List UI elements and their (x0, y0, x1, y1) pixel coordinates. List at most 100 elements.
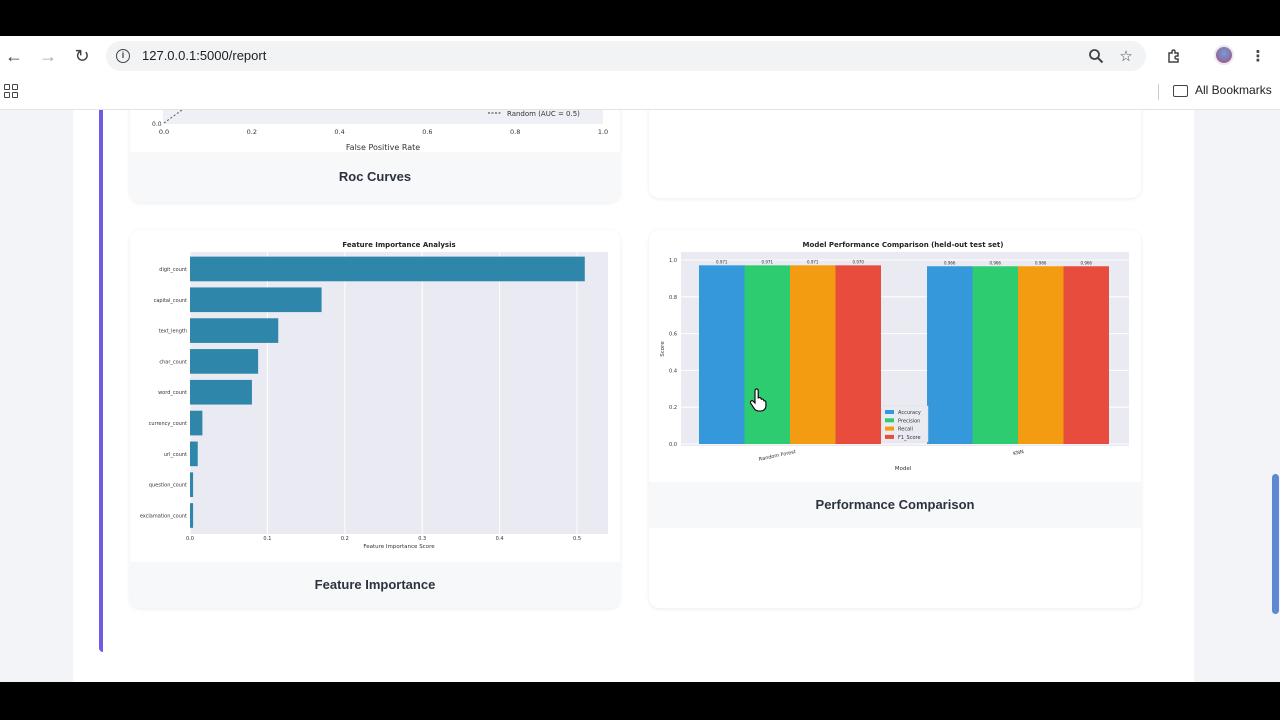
feature-importance-chart: Feature Importance Analysis digit_countc… (140, 241, 608, 550)
pc-legend-label: F1_Score (898, 435, 921, 441)
roc-xtick-label: 1.0 (598, 128, 608, 136)
folder-icon (1173, 85, 1188, 97)
fi-bar (190, 503, 194, 528)
fi-bar (190, 256, 585, 282)
browser-toolbar: ← → ↻ i 127.0.0.1:5000/report ☆ ⋮ All Bo… (0, 36, 1280, 110)
fi-bar (190, 441, 198, 467)
pc-legend: Accuracy Precision Recall F1_Score (881, 405, 929, 443)
scrollbar-thumb[interactable] (1272, 474, 1279, 614)
forward-icon[interactable]: → (39, 45, 57, 66)
fi-ytick-label: exclamation_count (140, 514, 187, 520)
fi-ytick-label: question_count (149, 483, 187, 489)
fi-bar (190, 472, 194, 498)
pc-ytick-label: 0.8 (669, 295, 677, 301)
performance-comparison-card: Model Performance Comparison (held-out t… (649, 230, 1141, 608)
performance-comparison-caption: Performance Comparison (649, 482, 1141, 528)
pc-xtick-label: KNN (1013, 449, 1025, 457)
pc-bar (1063, 266, 1109, 444)
pc-bar-value-label: 0.971 (762, 259, 774, 264)
page-scrollbar[interactable] (1270, 110, 1280, 682)
performance-chart: Model Performance Comparison (held-out t… (660, 241, 1129, 472)
fi-bar (190, 318, 279, 343)
fi-chart-title: Feature Importance Analysis (342, 241, 455, 249)
roc-xtick-label: 0.0 (159, 128, 169, 136)
pc-bar-value-label: 0.966 (1081, 260, 1093, 265)
pc-bar-value-label: 0.966 (944, 260, 956, 265)
star-icon[interactable]: ☆ (1119, 48, 1133, 65)
fi-ytick-label: char_count (159, 359, 187, 365)
pc-bar-value-label: 0.966 (990, 260, 1002, 265)
pc-ytick-label: 0.2 (669, 405, 677, 411)
roc-xtick-label: 0.2 (247, 128, 257, 136)
fi-bars (190, 256, 585, 528)
fi-ytick-label: currency_count (149, 421, 187, 427)
fi-bar (190, 287, 322, 313)
pc-legend-swatch (885, 434, 894, 439)
roc-chart: Random (AUC = 0.5) 0.0 0.0 0.2 0.4 0.6 0.8 1.… (152, 110, 608, 152)
fi-xtick-label: 0.0 (186, 536, 194, 542)
bookmarks-separator (1158, 84, 1159, 100)
pc-xtick-label: Random Forest (758, 449, 796, 463)
url-text[interactable]: 127.0.0.1:5000/report (142, 48, 267, 63)
fi-xtick-labels: 0.0 0.1 0.2 0.3 0.4 0.5 (186, 536, 581, 542)
roc-card-caption: Roc Curves (130, 152, 620, 202)
hand-cursor-icon (749, 388, 767, 412)
roc-xlabel: False Positive Rate (346, 143, 420, 152)
pc-bars: 0.971 0.971 0.971 0.970 0.966 0.966 0.966 0.966 (699, 259, 1109, 444)
feature-importance-caption: Feature Importance (130, 562, 620, 608)
pc-legend-swatch (885, 410, 894, 414)
screen-top-border (0, 0, 1280, 36)
screen-bottom-border (0, 682, 1280, 720)
pc-bar (699, 265, 745, 444)
address-bar[interactable]: i 127.0.0.1:5000/report (106, 41, 1146, 71)
menu-icon[interactable]: ⋮ (1250, 48, 1266, 65)
roc-curves-card: Random (AUC = 0.5) 0.0 0.0 0.2 0.4 0.6 0.8 1.… (130, 110, 620, 202)
pc-legend-swatch (885, 426, 894, 431)
site-info-icon[interactable]: i (116, 49, 130, 63)
extensions-icon[interactable] (1162, 44, 1186, 68)
reload-icon[interactable]: ↻ (74, 45, 90, 66)
pc-xlabel: Model (895, 466, 912, 472)
fi-bar (190, 379, 252, 405)
pc-bar-value-label: 0.971 (807, 259, 819, 264)
back-icon[interactable]: ← (5, 45, 23, 66)
pc-legend-label: Accuracy (898, 410, 921, 416)
pc-legend-label: Recall (898, 427, 913, 433)
page-viewport[interactable]: Random (AUC = 0.5) 0.0 0.0 0.2 0.4 0.6 0.8 1.… (0, 110, 1280, 682)
section-accent-border (99, 110, 103, 652)
all-bookmarks-link[interactable]: All Bookmarks (1195, 83, 1272, 97)
fi-ytick-label: word_count (158, 390, 187, 396)
fi-xtick-label: 0.5 (573, 536, 581, 542)
pc-legend-label: Precision (898, 418, 920, 424)
fi-ytick-label: digit_count (159, 267, 187, 273)
profile-avatar[interactable] (1214, 45, 1234, 65)
fi-bar (190, 410, 203, 436)
pc-ytick-label: 0.4 (669, 368, 677, 374)
apps-icon[interactable] (4, 84, 18, 98)
pc-ytick-label: 0.6 (669, 332, 677, 338)
pc-bar-value-label: 0.971 (716, 259, 728, 264)
pc-bar-value-label: 0.970 (853, 259, 865, 264)
roc-xtick-label: 0.4 (334, 128, 344, 136)
pc-ytick-label: 0.0 (669, 442, 677, 448)
zoom-icon[interactable] (1084, 44, 1108, 68)
roc-xticks: 0.0 0.2 0.4 0.6 0.8 1.0 (159, 128, 608, 136)
pc-bar (927, 266, 973, 444)
fi-xtick-label: 0.2 (341, 536, 349, 542)
fi-xtick-label: 0.4 (496, 536, 504, 542)
pc-bar (744, 265, 790, 444)
fi-xlabel: Feature Importance Score (363, 544, 435, 550)
pc-bar (972, 266, 1018, 444)
pc-ytick-labels: 0.0 0.2 0.4 0.6 0.8 1.0 (669, 258, 677, 448)
empty-card (649, 110, 1141, 198)
pc-ylabel: Score (660, 341, 666, 357)
fi-xtick-label: 0.3 (418, 536, 426, 542)
roc-legend-label: Random (AUC = 0.5) (507, 110, 580, 118)
pc-bar (835, 265, 881, 444)
fi-ytick-label: url_count (164, 452, 187, 458)
roc-xtick-label: 0.6 (422, 128, 432, 136)
pc-legend-swatch (885, 418, 894, 423)
fi-bar (190, 349, 259, 374)
pc-bar-value-label: 0.966 (1035, 260, 1047, 265)
fi-xtick-label: 0.1 (263, 536, 271, 542)
